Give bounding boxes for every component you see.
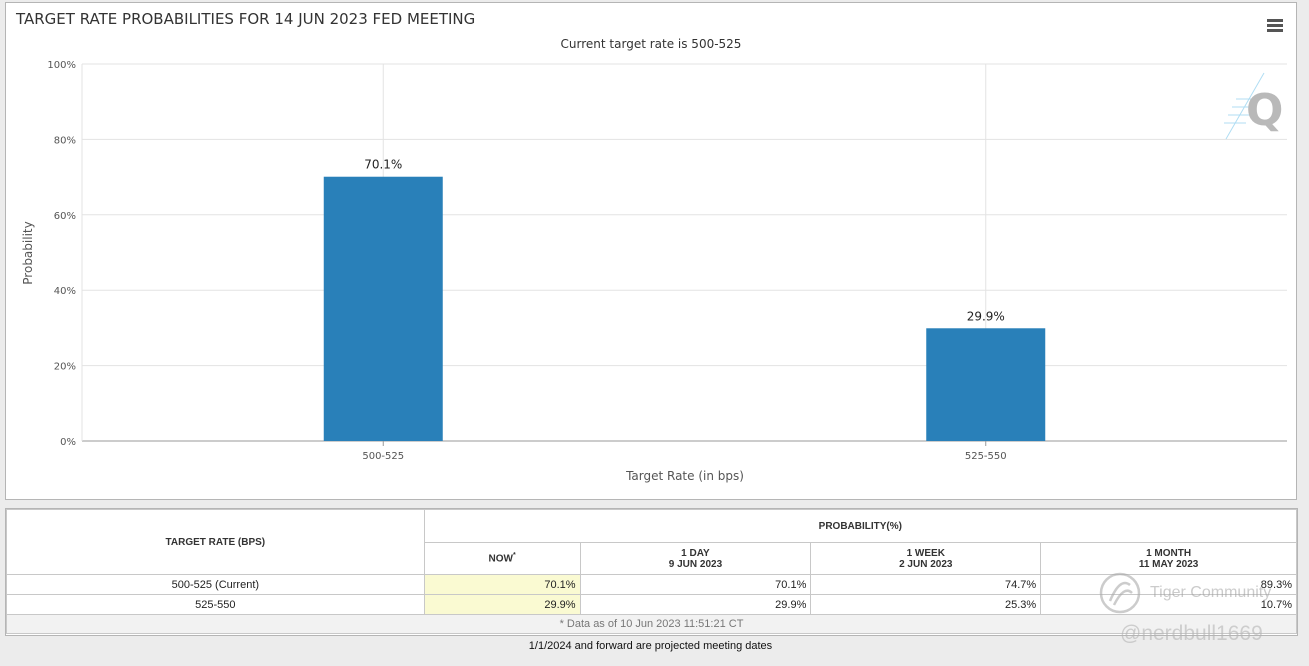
row-rate-label: 500-525 (Current) xyxy=(6,574,425,595)
table-row: 525-550 29.9% 29.9% 25.3% 10.7% xyxy=(6,594,1297,615)
x-axis-ticks: 500-525 525-550 xyxy=(362,441,1007,462)
target-rate-header: TARGET RATE (BPS) xyxy=(6,509,425,575)
data-as-of-footnote: * Data as of 10 Jun 2023 11:51:21 CT xyxy=(6,614,1297,634)
author-handle-watermark: @nerdbull1669 xyxy=(1120,622,1263,645)
y-tick-label: 0% xyxy=(60,437,76,448)
row-rate-label: 525-550 xyxy=(6,594,425,615)
x-axis-title: Target Rate (in bps) xyxy=(625,469,744,483)
col-header-1-day: 1 DAY 9 JUN 2023 xyxy=(579,542,812,575)
probability-table-panel: TARGET RATE (BPS) PROBABILITY(%) NOW* 1 … xyxy=(5,508,1298,636)
bar-500-525[interactable] xyxy=(323,176,443,441)
y-axis-ticks: 0% 20% 40% 60% 80% 100% xyxy=(47,60,76,448)
y-tick-label: 20% xyxy=(54,362,76,373)
y-tick-label: 60% xyxy=(54,211,76,222)
tiger-community-watermark: Tiger Community xyxy=(1098,571,1298,619)
data-label: 29.9% xyxy=(967,309,1005,323)
grid-layer xyxy=(81,63,1287,442)
y-tick-label: 80% xyxy=(54,135,76,146)
x-tick-label: 500-525 xyxy=(362,451,404,462)
hamburger-menu-icon xyxy=(1264,19,1286,32)
bar-chart: TARGET RATE PROBABILITIES FOR 14 JUN 202… xyxy=(15,10,1287,483)
y-tick-label: 100% xyxy=(47,60,76,71)
cell-1-week: 25.3% xyxy=(810,594,1042,615)
bar-525-550[interactable] xyxy=(926,328,1046,441)
table-footnote-row: * Data as of 10 Jun 2023 11:51:21 CT xyxy=(6,614,1297,634)
col-header-1-month: 1 MONTH 11 MAY 2023 xyxy=(1040,542,1297,575)
x-tick-label: 525-550 xyxy=(965,451,1007,462)
chart-subtitle: Current target rate is 500-525 xyxy=(561,37,742,51)
tiger-logo-icon xyxy=(1099,572,1141,614)
cell-1-day: 70.1% xyxy=(579,574,812,595)
cme-q-logo-icon: Q xyxy=(1224,72,1283,140)
projected-dates-note: 1/1/2024 and forward are projected meeti… xyxy=(528,640,773,652)
svg-text:Q: Q xyxy=(1246,85,1283,136)
chart-panel: TARGET RATE PROBABILITIES FOR 14 JUN 202… xyxy=(5,2,1297,500)
data-label-layer: 70.1% 29.9% xyxy=(364,158,1005,324)
cell-now: 70.1% xyxy=(423,574,581,595)
col-header-now: NOW* xyxy=(423,542,581,575)
chart-menu-button[interactable] xyxy=(1264,17,1286,39)
col-header-1-week: 1 WEEK 2 JUN 2023 xyxy=(810,542,1042,575)
cell-1-week: 74.7% xyxy=(810,574,1042,595)
y-axis-title: Probability xyxy=(21,221,35,284)
tiger-community-text: Tiger Community xyxy=(1150,584,1272,601)
chart-title: TARGET RATE PROBABILITIES FOR 14 JUN 202… xyxy=(15,10,475,28)
y-tick-label: 40% xyxy=(54,286,76,297)
bar-layer xyxy=(323,176,1046,441)
cell-now: 29.9% xyxy=(423,594,581,615)
data-label: 70.1% xyxy=(364,158,402,172)
probability-header: PROBABILITY(%) xyxy=(423,509,1298,543)
probability-table: TARGET RATE (BPS) PROBABILITY(%) NOW* 1 … xyxy=(6,509,1298,634)
cell-1-day: 29.9% xyxy=(579,594,812,615)
